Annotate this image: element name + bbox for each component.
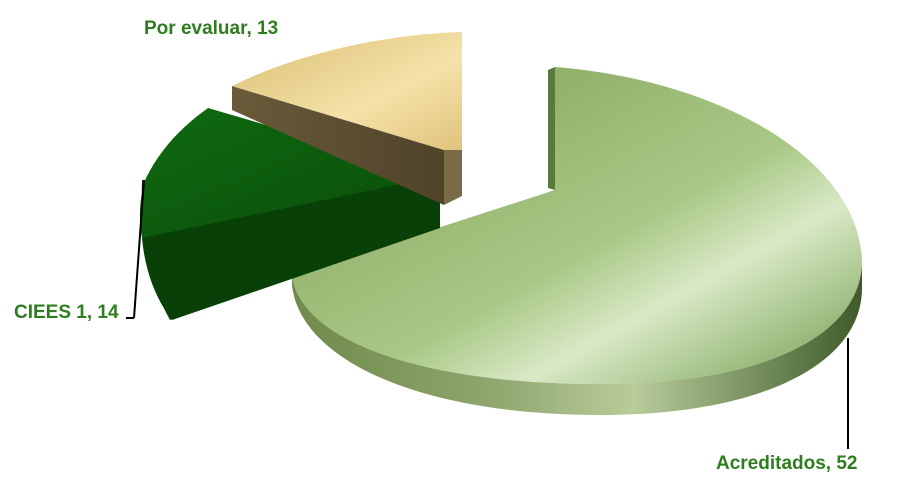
slice-acreditados	[292, 67, 862, 415]
data-label-por-evaluar: Por evaluar, 13	[144, 18, 278, 39]
slice-ciees1	[139, 108, 441, 320]
slice-ciees1-top	[139, 108, 441, 238]
slice-por-evaluar-edge	[444, 32, 462, 205]
slice-acreditados-side	[292, 262, 862, 415]
slice-ciees1-front	[142, 176, 440, 320]
leader-line-ciees1	[133, 179, 145, 319]
slice-acreditados-top	[292, 67, 862, 384]
slice-acreditados-cut	[548, 67, 555, 190]
slice-por-evaluar-top	[232, 32, 462, 150]
data-label-acreditados: Acreditados, 52	[716, 453, 858, 474]
slice-por-evaluar-side	[232, 86, 444, 205]
data-label-ciees1: CIEES 1, 14	[14, 302, 119, 323]
slice-por-evaluar	[232, 32, 462, 205]
